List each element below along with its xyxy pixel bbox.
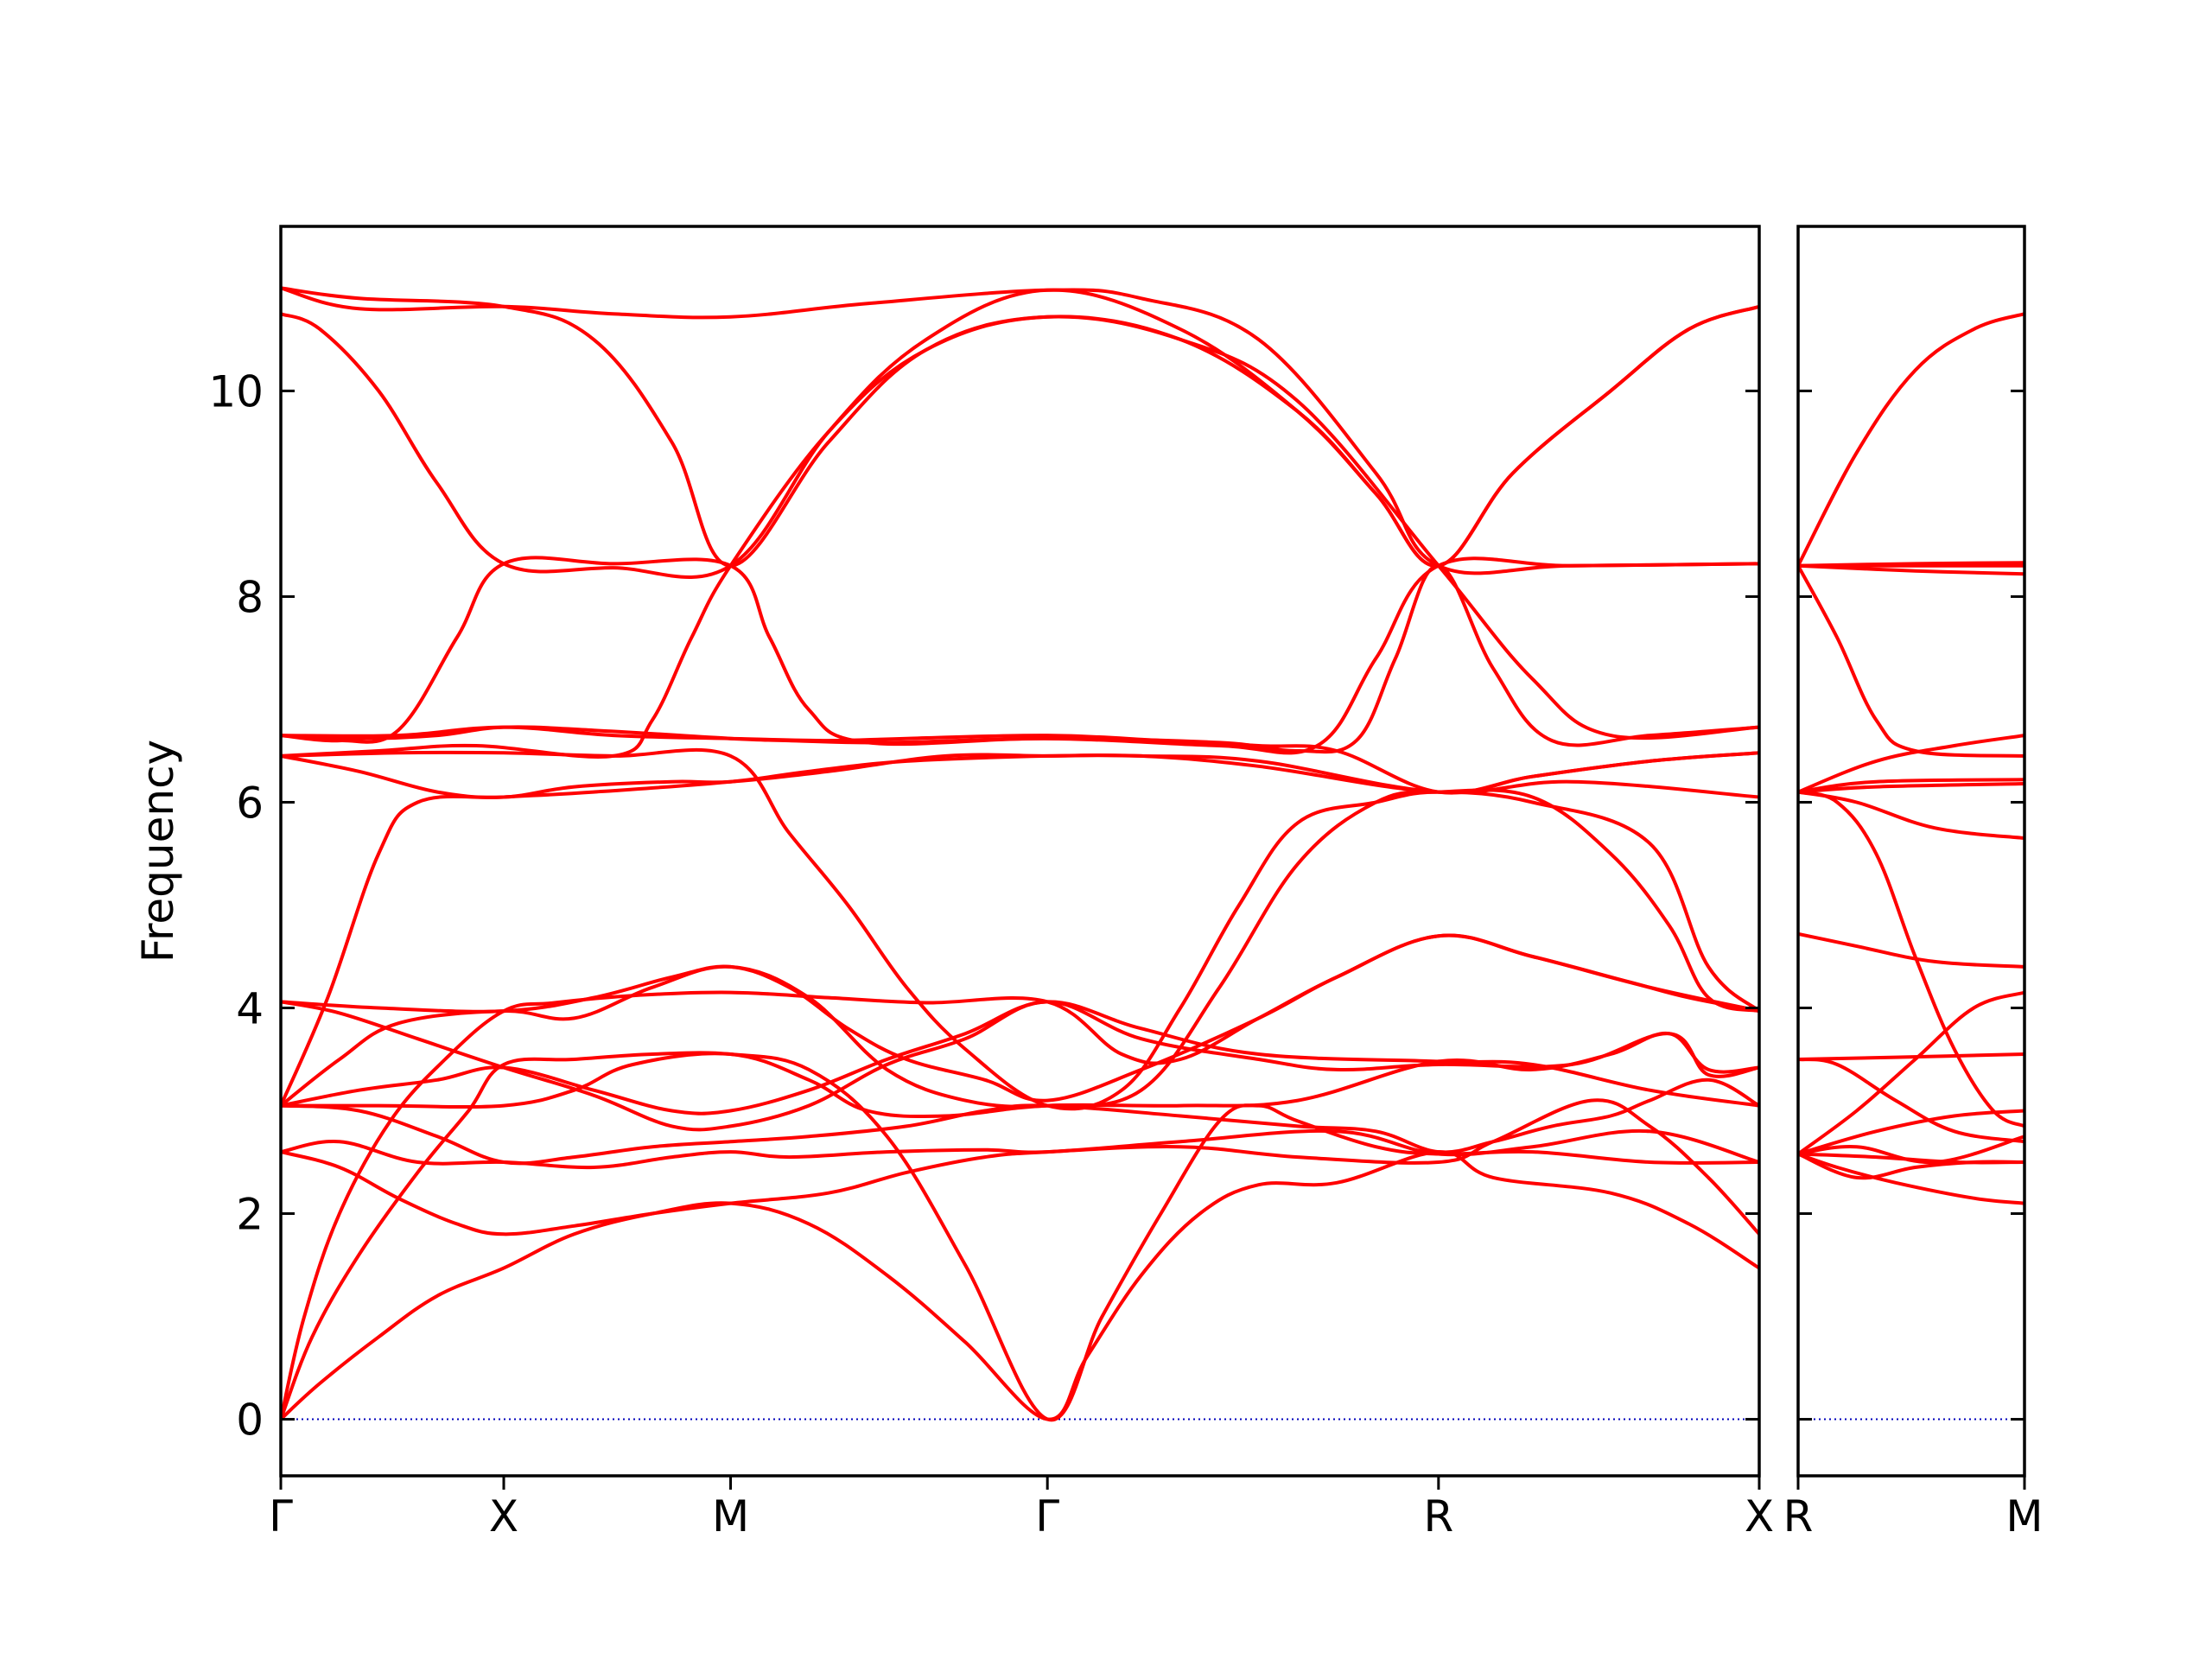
band-line-19: [1798, 312, 2024, 568]
band-line-4: [281, 1098, 1759, 1236]
bands-group: [281, 286, 1759, 1422]
x-tick-label: R: [1423, 1491, 1453, 1541]
band-line-18: [1798, 561, 2024, 568]
band-line-11: [281, 788, 1759, 1109]
band-line-7: [1798, 1052, 2024, 1061]
band-line-10: [1798, 790, 2024, 1128]
y-tick-label: 8: [236, 572, 264, 622]
band-line-16: [281, 563, 1759, 754]
band-line-6: [1798, 1058, 2024, 1144]
y-tick-label: 4: [236, 983, 264, 1033]
x-tick-label: M: [2005, 1491, 2043, 1541]
band-line-1: [281, 1150, 1759, 1421]
band-line-20: [281, 286, 1759, 741]
band-line-13: [1798, 778, 2024, 794]
x-tick-label: X: [489, 1491, 518, 1541]
x-tick-label: X: [1745, 1491, 1774, 1541]
band-line-19: [281, 288, 1759, 579]
band-line-9: [1798, 931, 2024, 969]
band-line-4: [1798, 1135, 2024, 1165]
y-axis-title: Frequency: [133, 740, 183, 963]
band-line-2: [281, 1051, 1759, 1422]
bands-group: [1798, 312, 2024, 1421]
y-tick-label: 2: [236, 1190, 264, 1240]
band-line-12: [1798, 782, 2024, 794]
band-line-9: [281, 1000, 1759, 1132]
band-line-12: [281, 753, 1759, 1108]
band-line-15: [1798, 563, 2024, 758]
band-line-1: [1798, 1152, 2024, 1205]
y-axis: 0 2 4 6 8 10: [208, 366, 264, 1445]
plot-frame: [1796, 225, 2026, 1478]
band-line-21: [281, 286, 1759, 575]
x-tick-label: Γ: [1035, 1491, 1059, 1541]
band-line-10: [281, 933, 1759, 1103]
band-line-11: [1798, 790, 2024, 841]
x-tick-label: R: [1783, 1491, 1814, 1541]
band-line-8: [1798, 990, 2024, 1156]
band-line-14: [281, 747, 1759, 1111]
y-tick-label: 6: [236, 778, 264, 828]
y-tick-label: 0: [236, 1395, 264, 1446]
x-tick-label: M: [712, 1491, 749, 1541]
band-line-17: [281, 556, 1759, 755]
band-line-7: [281, 1031, 1759, 1119]
band-line-18: [281, 304, 1759, 759]
y-tick-label: 10: [208, 366, 264, 416]
plot-frame: [279, 225, 1761, 1478]
x-tick-label: Γ: [269, 1491, 293, 1541]
